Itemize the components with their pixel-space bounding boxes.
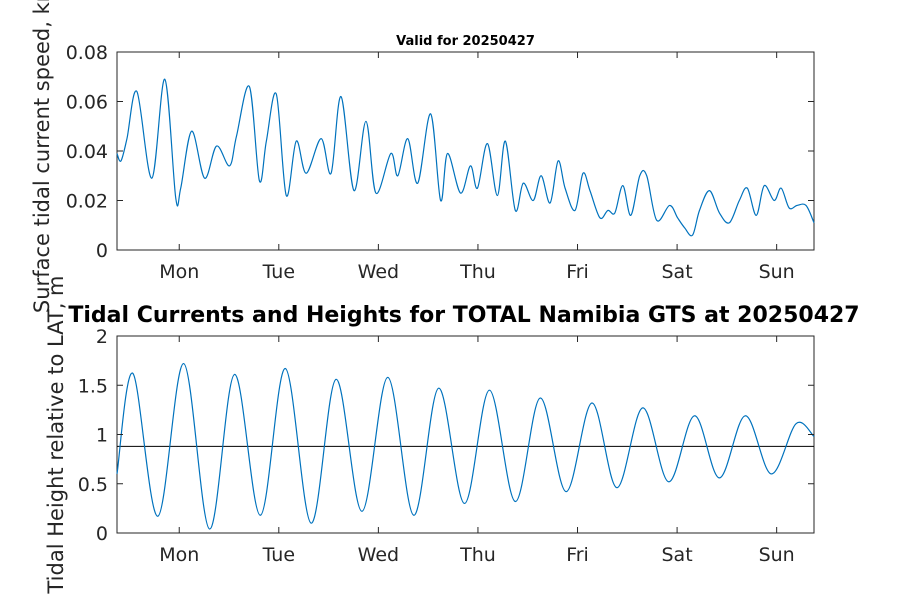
current-speed-y-tick-label: 0.08 xyxy=(66,42,108,64)
current-speed-y-tick-label: 0.02 xyxy=(66,191,108,213)
tidal-height-y-tick-label: 0 xyxy=(96,523,108,545)
current-speed-y-tick-label: 0.06 xyxy=(66,92,108,114)
tidal-height-y-tick-label: 2 xyxy=(96,326,108,348)
tidal-height-axes xyxy=(116,335,815,534)
current-speed-series-line xyxy=(116,78,815,237)
tidal-height-y-axis-label: Tidal Height relative to LAT, m xyxy=(44,275,68,594)
current-speed-x-tick-label: Sat xyxy=(662,261,693,283)
tidal-height-series-line xyxy=(116,362,815,530)
tidal-height-x-tick-label: Thu xyxy=(459,544,496,566)
current-speed-x-tick-label: Mon xyxy=(159,261,199,283)
tidal-height-y-tick-label: 1.5 xyxy=(78,375,108,397)
current-speed-y-tick-label: 0 xyxy=(96,240,108,262)
current-speed-x-tick-label: Wed xyxy=(358,261,399,283)
current-speed-x-tick-label: Sun xyxy=(759,261,795,283)
tidal-height-x-tick-label: Fri xyxy=(566,544,589,566)
main-chart-title: Tidal Currents and Heights for TOTAL Nam… xyxy=(68,303,859,328)
tidal-height-y-tick-label: 0.5 xyxy=(78,474,108,496)
current-speed-x-tick-label: Fri xyxy=(566,261,589,283)
tidal-height-panel: 0 0.5 1 1.5 2 Mon Tue Wed Thu Fri Sat Sun Tidal Hei… xyxy=(44,275,815,595)
current-speed-panel: 0 0.02 0.04 0.06 0.08 Mon Tue Wed Thu Fri Sat Sun V… xyxy=(30,0,815,313)
tidal-height-x-tick-label: Mon xyxy=(159,544,199,566)
current-speed-title: Valid for 20250427 xyxy=(396,34,535,49)
current-speed-x-tick-label: Tue xyxy=(262,261,295,283)
tidal-height-x-tick-label: Sun xyxy=(759,544,795,566)
tidal-height-x-tick-label: Sat xyxy=(662,544,693,566)
tidal-height-x-tick-label: Wed xyxy=(358,544,399,566)
current-speed-x-tick-label: Thu xyxy=(459,261,496,283)
current-speed-y-tick-label: 0.04 xyxy=(66,141,108,163)
tidal-height-y-tick-label: 1 xyxy=(96,425,108,447)
tidal-height-x-tick-label: Tue xyxy=(262,544,295,566)
current-speed-y-axis-label: Surface tidal current speed, kn xyxy=(30,0,54,313)
